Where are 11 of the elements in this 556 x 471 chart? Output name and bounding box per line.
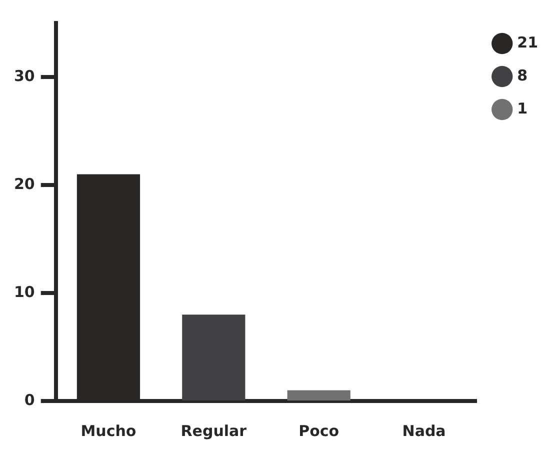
y-tick-label: 0 [24,390,35,409]
legend-label: 8 [517,66,528,84]
legend-label: 1 [517,99,528,118]
y-tick-label: 20 [14,174,35,193]
x-tick-label: Nada [402,422,446,440]
y-tick-label: 10 [14,282,35,301]
x-tick-label: Mucho [80,422,136,440]
x-tick-label: Poco [298,422,340,440]
y-tick-label: 30 [14,66,35,85]
legend-label: 21 [517,33,538,52]
x-tick-label: Regular [180,422,248,440]
